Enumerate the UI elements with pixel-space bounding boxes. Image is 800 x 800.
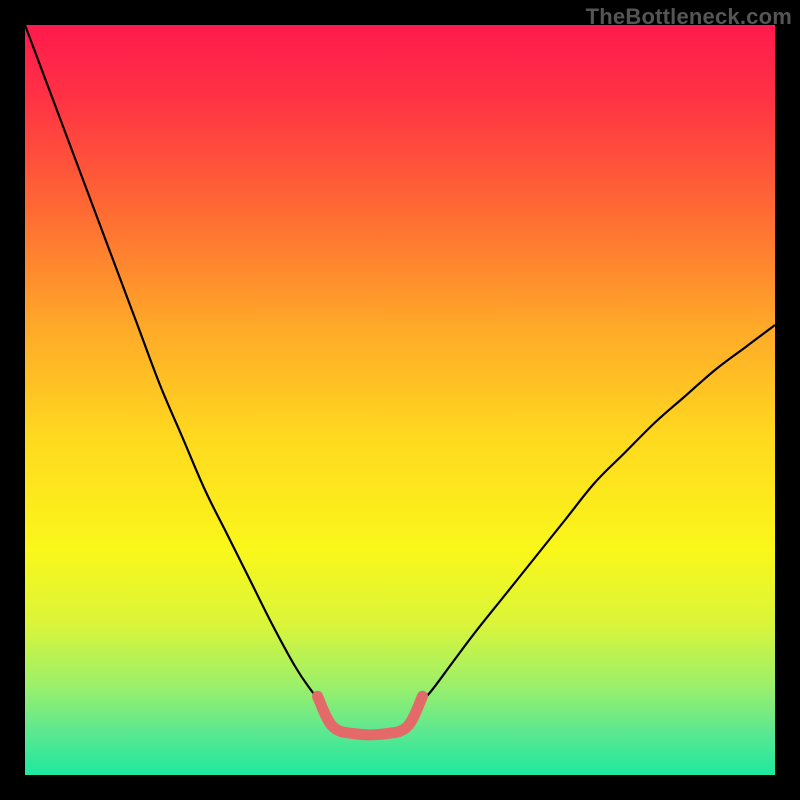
- gradient-background: [25, 25, 775, 775]
- plot-area: [25, 25, 775, 775]
- watermark-text: TheBottleneck.com: [586, 4, 792, 30]
- bottleneck-curve-chart: [25, 25, 775, 775]
- chart-frame: TheBottleneck.com: [0, 0, 800, 800]
